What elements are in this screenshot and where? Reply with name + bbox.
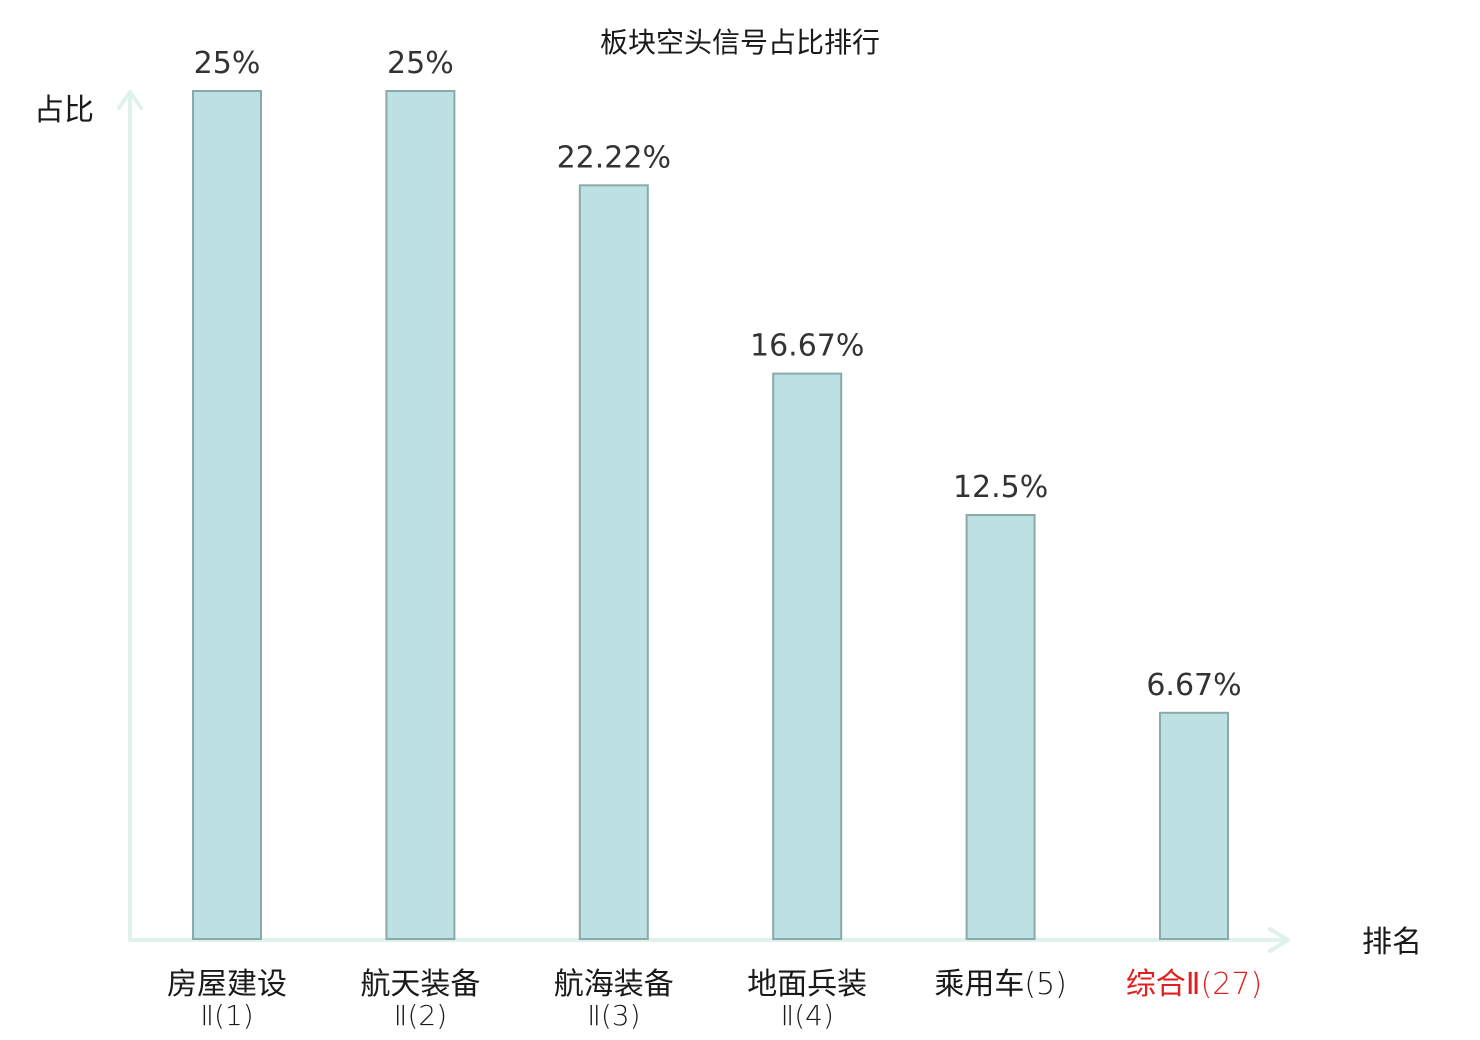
category-sublabel-1: Ⅱ(1) <box>200 999 253 1032</box>
x-axis-arrow <box>1268 927 1290 953</box>
value-label-1: 25% <box>194 46 261 81</box>
value-label-3: 22.22% <box>557 140 671 175</box>
value-label-6: 6.67% <box>1146 668 1241 703</box>
category-label-5: 乘用车(5) <box>934 967 1067 1002</box>
category-sublabel-3: Ⅱ(3) <box>587 999 640 1032</box>
bar-1 <box>192 90 262 940</box>
bar-6 <box>1159 711 1229 940</box>
category-label-4: 地面兵装 <box>747 967 867 1002</box>
category-label-6: 综合Ⅱ(27) <box>1126 967 1262 1002</box>
value-label-2: 25% <box>387 46 454 81</box>
value-label-4: 16.67% <box>750 329 864 364</box>
chart-title: 板块空头信号占比排行 <box>600 26 880 59</box>
category-label-1: 房屋建设 <box>167 967 287 1002</box>
value-label-5: 12.5% <box>953 470 1048 505</box>
bar-5 <box>965 514 1036 940</box>
y-axis-arrow <box>117 90 143 110</box>
bars-group <box>192 90 1229 941</box>
category-label-3: 航海装备 <box>554 967 674 1002</box>
category-label-2: 航天装备 <box>360 967 480 1002</box>
category-sublabel-4: Ⅱ(4) <box>780 999 833 1032</box>
y-axis-label: 占比 <box>34 93 94 128</box>
value-labels-group: 25% 25% 22.22% 16.67% 12.5% 6.67% <box>194 46 1242 703</box>
bar-3 <box>578 184 649 941</box>
bar-2 <box>385 90 456 940</box>
x-axis-label: 排名 <box>1362 925 1422 960</box>
category-sublabel-2: Ⅱ(2) <box>394 999 447 1032</box>
bar-4 <box>772 372 843 941</box>
